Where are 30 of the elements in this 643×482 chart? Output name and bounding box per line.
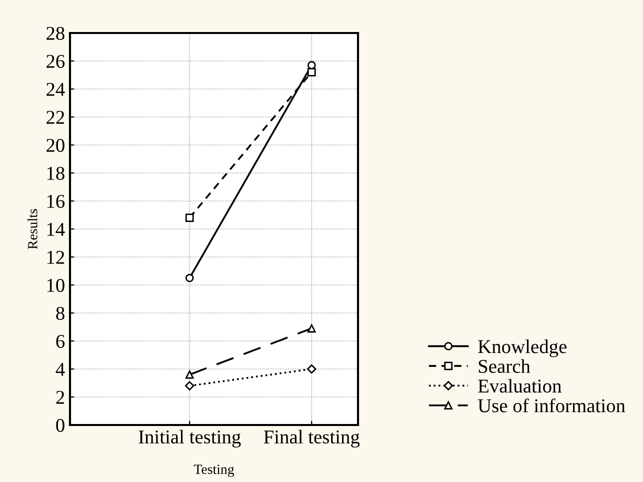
y-axis-title: Results: [28, 209, 38, 250]
legend-label: Evaluation: [478, 378, 562, 393]
y-tick-label: 10: [47, 278, 64, 292]
legend-label: Knowledge: [478, 340, 567, 358]
x-tick-label: Final testing: [264, 430, 360, 448]
point: [307, 364, 316, 374]
y-tick-label: 8: [56, 306, 64, 320]
y-tick-label: 22: [46, 110, 64, 124]
y-tick-label: 24: [46, 82, 65, 96]
x-tick-label: Initial testing: [138, 430, 241, 448]
y-tick-label: 28: [46, 26, 64, 40]
point: [307, 324, 316, 333]
y-tick-label: 20: [46, 138, 64, 152]
point: [185, 274, 194, 282]
legend-label: Search: [478, 359, 530, 373]
y-tick-label: 18: [47, 166, 64, 180]
y-tick-label: 6: [56, 334, 65, 348]
y-tick-label: 16: [47, 194, 65, 208]
y-tick-label: 2: [56, 390, 64, 404]
x-axis-title: Testing: [194, 464, 234, 477]
y-tick-label: 0: [56, 418, 64, 432]
y-tick-label: 14: [47, 222, 65, 236]
y-tick-label: 26: [46, 54, 65, 68]
y-tick-label: 4: [56, 362, 65, 376]
point: [184, 381, 194, 390]
point: [185, 214, 194, 222]
point: [307, 68, 316, 76]
legend-label: Use of information: [478, 398, 626, 412]
point: [185, 370, 194, 379]
y-tick-label: 12: [47, 250, 64, 264]
